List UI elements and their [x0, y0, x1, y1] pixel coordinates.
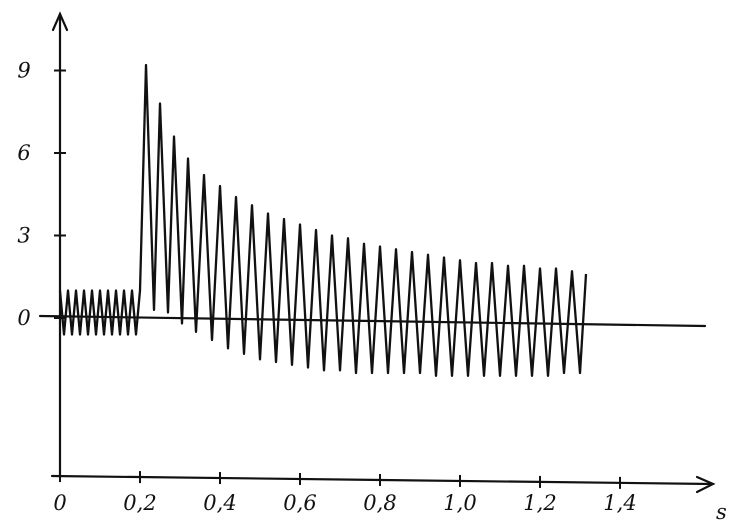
- ticks: [54, 69, 621, 489]
- x-tick-label: 1,2: [523, 491, 556, 515]
- x-tick-label: 1,0: [443, 491, 476, 515]
- x-tick-label: 1,4: [603, 491, 636, 515]
- y-axis-arrow: [51, 11, 69, 32]
- x-tick-label: 0: [53, 491, 66, 515]
- x-axis-label: s: [716, 500, 727, 524]
- x-axis-arrow: [695, 475, 716, 494]
- x-tick-label: 0,8: [363, 491, 396, 515]
- x-tick-label: 0,6: [283, 491, 316, 515]
- zero-baseline: [38, 314, 707, 328]
- y-tick-label: 0: [17, 306, 30, 330]
- x-tick-label: 0,2: [123, 491, 156, 515]
- y-tick-label: 9: [17, 59, 30, 83]
- series-trace: [58, 63, 588, 377]
- x-axis: [50, 474, 714, 486]
- y-tick-label: 6: [17, 141, 30, 165]
- y-tick-label: 3: [17, 224, 30, 248]
- axes: [38, 11, 716, 494]
- tick-labels: 0 0,2 0,4 0,6 0,8 1,0 1,2 1,4 0 3 6 9: [17, 59, 636, 516]
- x-tick-label: 0,4: [203, 491, 236, 515]
